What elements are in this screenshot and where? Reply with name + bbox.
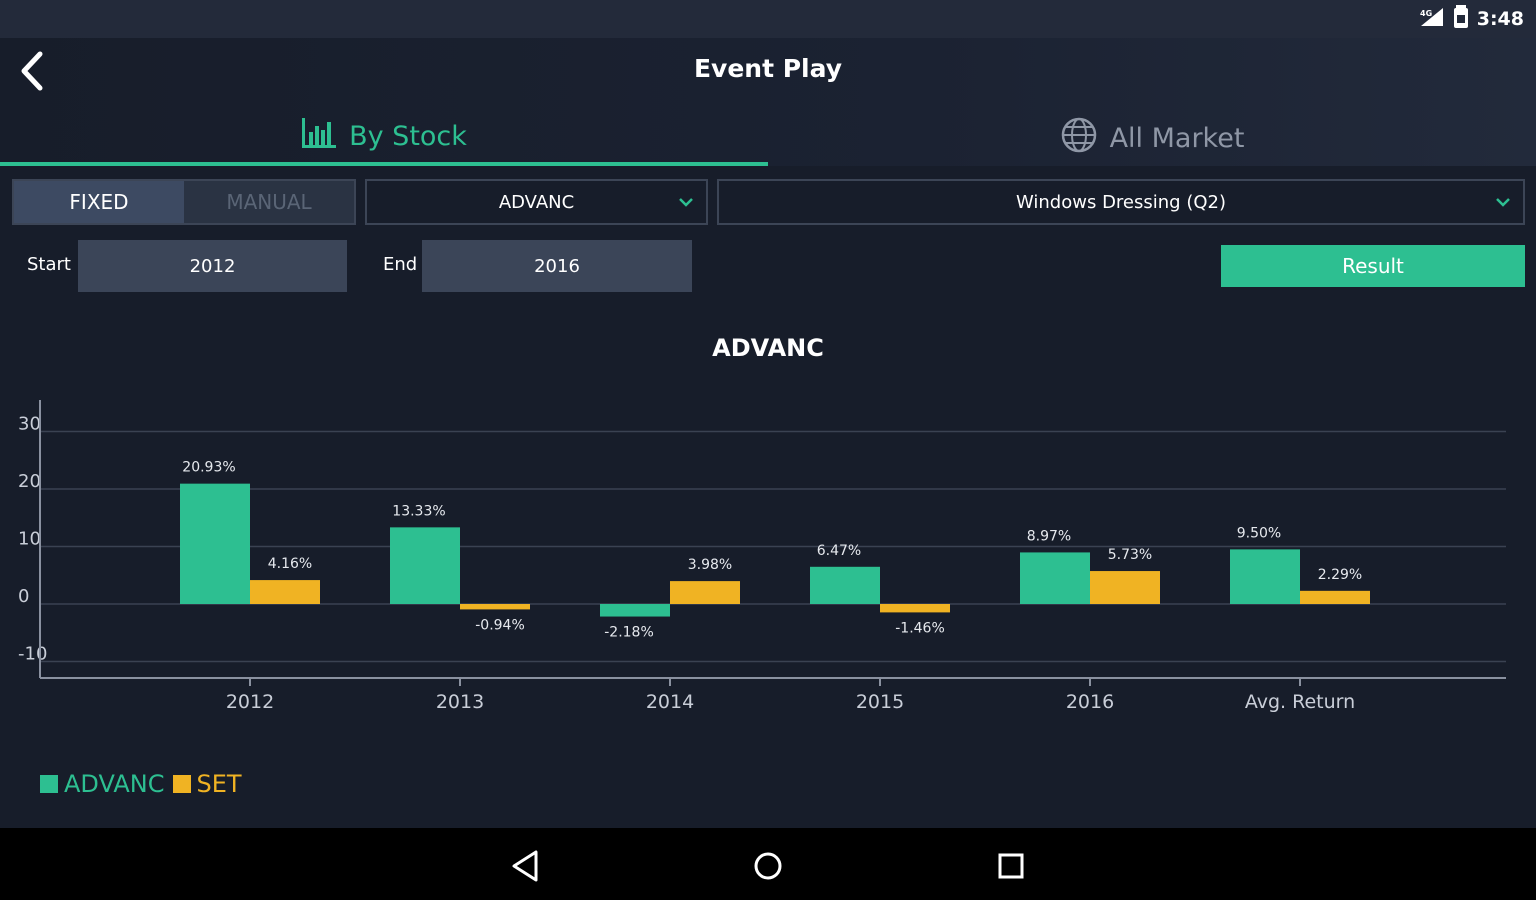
end-label: End [383, 254, 418, 275]
x-tick-label: 2016 [1066, 691, 1114, 713]
y-tick-label: -10 [18, 644, 47, 665]
legend-swatch-set [172, 775, 191, 793]
svg-text:4G: 4G [1420, 9, 1432, 18]
status-icons: 4G 3:48 [1419, 4, 1524, 34]
mode-manual-button[interactable]: MANUAL [184, 181, 354, 223]
x-tick-label: 2014 [646, 691, 694, 713]
legend-item-advanc: ADVANC [40, 770, 165, 798]
legend-label-set: SET [196, 770, 242, 798]
y-tick-label: 10 [18, 529, 41, 550]
end-year-field[interactable]: 2016 [422, 240, 692, 292]
bar-advanc [180, 483, 250, 604]
tab-by-stock-label: By Stock [349, 120, 467, 152]
data-label: 9.50% [1237, 525, 1281, 541]
data-label: 13.33% [392, 503, 445, 519]
stock-dropdown[interactable]: ADVANC [365, 179, 708, 225]
data-label: -2.18% [604, 625, 654, 641]
y-tick-label: 0 [18, 586, 29, 607]
nav-home-button[interactable] [748, 846, 788, 886]
circle-home-icon [754, 852, 782, 880]
start-year-field[interactable]: 2012 [78, 240, 347, 292]
data-label: -1.46% [895, 620, 945, 636]
nav-recents-button[interactable] [991, 846, 1031, 886]
x-tick-label: Avg. Return [1245, 691, 1355, 713]
data-label: 4.16% [268, 556, 312, 572]
status-bar: 4G 3:48 [0, 0, 1536, 38]
bar-set [1090, 571, 1160, 604]
bar-chart: 30 20 10 0 -10 2012 20.93% 4.16% 2013 13.33% -0.94… [18, 400, 1506, 713]
signal-icon: 4G [1419, 6, 1445, 33]
chart-title: ADVANC [712, 334, 824, 362]
data-label: -0.94% [475, 617, 525, 633]
bar-advanc [390, 527, 460, 604]
status-time: 3:48 [1476, 8, 1524, 30]
mode-fixed-button[interactable]: FIXED [14, 181, 184, 223]
triangle-back-icon [512, 850, 538, 882]
bar-advanc [810, 566, 880, 604]
page-title: Event Play [693, 54, 843, 83]
event-dropdown[interactable]: Windows Dressing (Q2) [717, 179, 1525, 225]
system-nav-bar [0, 828, 1536, 900]
globe-icon [1060, 116, 1098, 161]
bar-set [250, 580, 320, 604]
legend-item-set: SET [172, 770, 242, 798]
app-header [0, 38, 1536, 166]
square-recents-icon [998, 853, 1024, 879]
chevron-down-icon [676, 192, 696, 217]
result-button[interactable]: Result [1221, 245, 1525, 287]
bar-set [670, 581, 740, 604]
x-tick-label: 2013 [436, 691, 484, 713]
bar-advanc [600, 604, 670, 617]
data-label: 20.93% [182, 460, 235, 476]
back-button[interactable] [14, 48, 54, 94]
tab-all-market[interactable]: All Market [768, 110, 1536, 166]
x-tick-label: 2015 [856, 691, 904, 713]
bar-chart-icon [301, 116, 337, 157]
legend-label-advanc: ADVANC [64, 770, 165, 798]
bar-advanc [1230, 549, 1300, 604]
stock-dropdown-value: ADVANC [498, 191, 575, 213]
data-label: 3.98% [688, 557, 732, 573]
nav-back-button[interactable] [506, 846, 546, 886]
mode-toggle: FIXED MANUAL [12, 179, 356, 225]
start-label: Start [27, 254, 71, 275]
x-tick-label: 2012 [226, 691, 274, 713]
event-dropdown-value: Windows Dressing (Q2) [1016, 191, 1226, 213]
bar-advanc [1020, 552, 1090, 604]
data-label: 6.47% [817, 543, 861, 559]
bar-set [460, 604, 530, 610]
chart-legend: ADVANC SET [40, 770, 250, 798]
bar-set [880, 604, 950, 613]
tab-by-stock[interactable]: By Stock [0, 110, 768, 166]
data-label: 2.29% [1318, 567, 1362, 583]
back-arrow-icon [21, 51, 43, 91]
legend-swatch-advanc [40, 775, 58, 793]
data-label: 8.97% [1027, 528, 1071, 544]
y-tick-label: 30 [18, 414, 41, 435]
bar-set [1300, 590, 1370, 604]
chevron-down-icon [1493, 192, 1513, 217]
data-label: 5.73% [1108, 547, 1152, 563]
battery-icon [1453, 4, 1469, 34]
tab-all-market-label: All Market [1109, 122, 1245, 154]
y-tick-label: 20 [18, 471, 41, 492]
